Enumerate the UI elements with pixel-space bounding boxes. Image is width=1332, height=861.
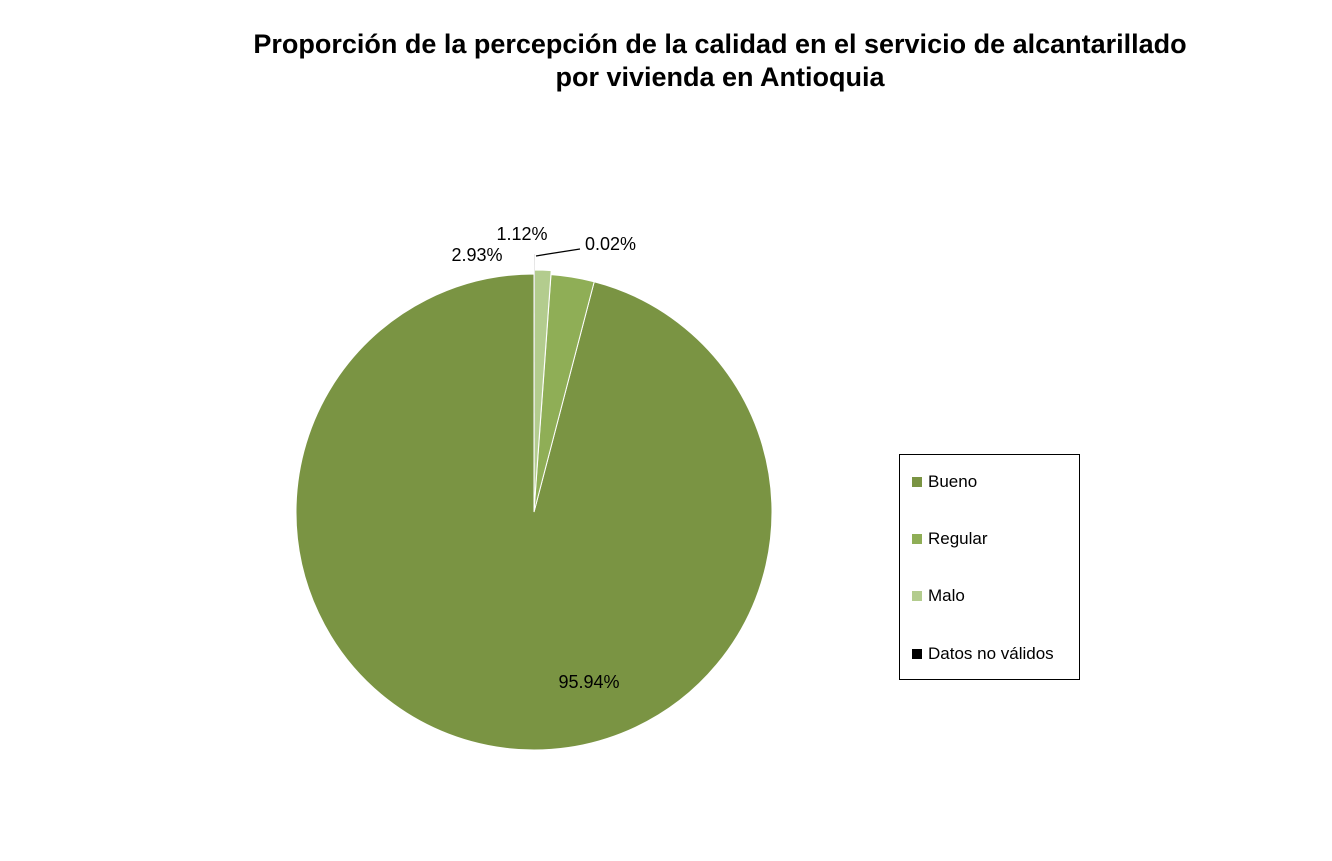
legend-label-datos-no-validos: Datos no válidos [928,644,1054,663]
legend-swatch-malo [912,591,922,601]
legend-swatch-regular [912,534,922,544]
legend-label-malo: Malo [928,586,965,605]
legend-item-regular: Regular [912,529,988,549]
chart-legend: Bueno Regular Malo Datos no válidos [899,454,1080,680]
data-label-malo: 1.12% [496,224,547,244]
data-label-bueno: 95.94% [558,672,619,692]
data-label-datos-no-validos: 0.02% [585,234,636,254]
legend-item-datos-no-validos: Datos no válidos [912,644,1054,664]
chart-title: Proporción de la percepción de la calida… [120,28,1320,94]
legend-swatch-datos-no-validos [912,649,922,659]
chart-title-line-2: por vivienda en Antioquia [555,62,885,92]
data-label-regular: 2.93% [451,245,502,265]
legend-label-bueno: Bueno [928,472,978,491]
leader-line-datos-no-validos [535,248,581,257]
pie-slice-malo [533,269,552,509]
legend-swatch-bueno [912,477,922,487]
legend-label-regular: Regular [928,529,988,548]
chart-title-line-1: Proporción de la percepción de la calida… [253,29,1187,59]
legend-item-bueno: Bueno [912,472,977,492]
legend-item-malo: Malo [912,586,965,606]
